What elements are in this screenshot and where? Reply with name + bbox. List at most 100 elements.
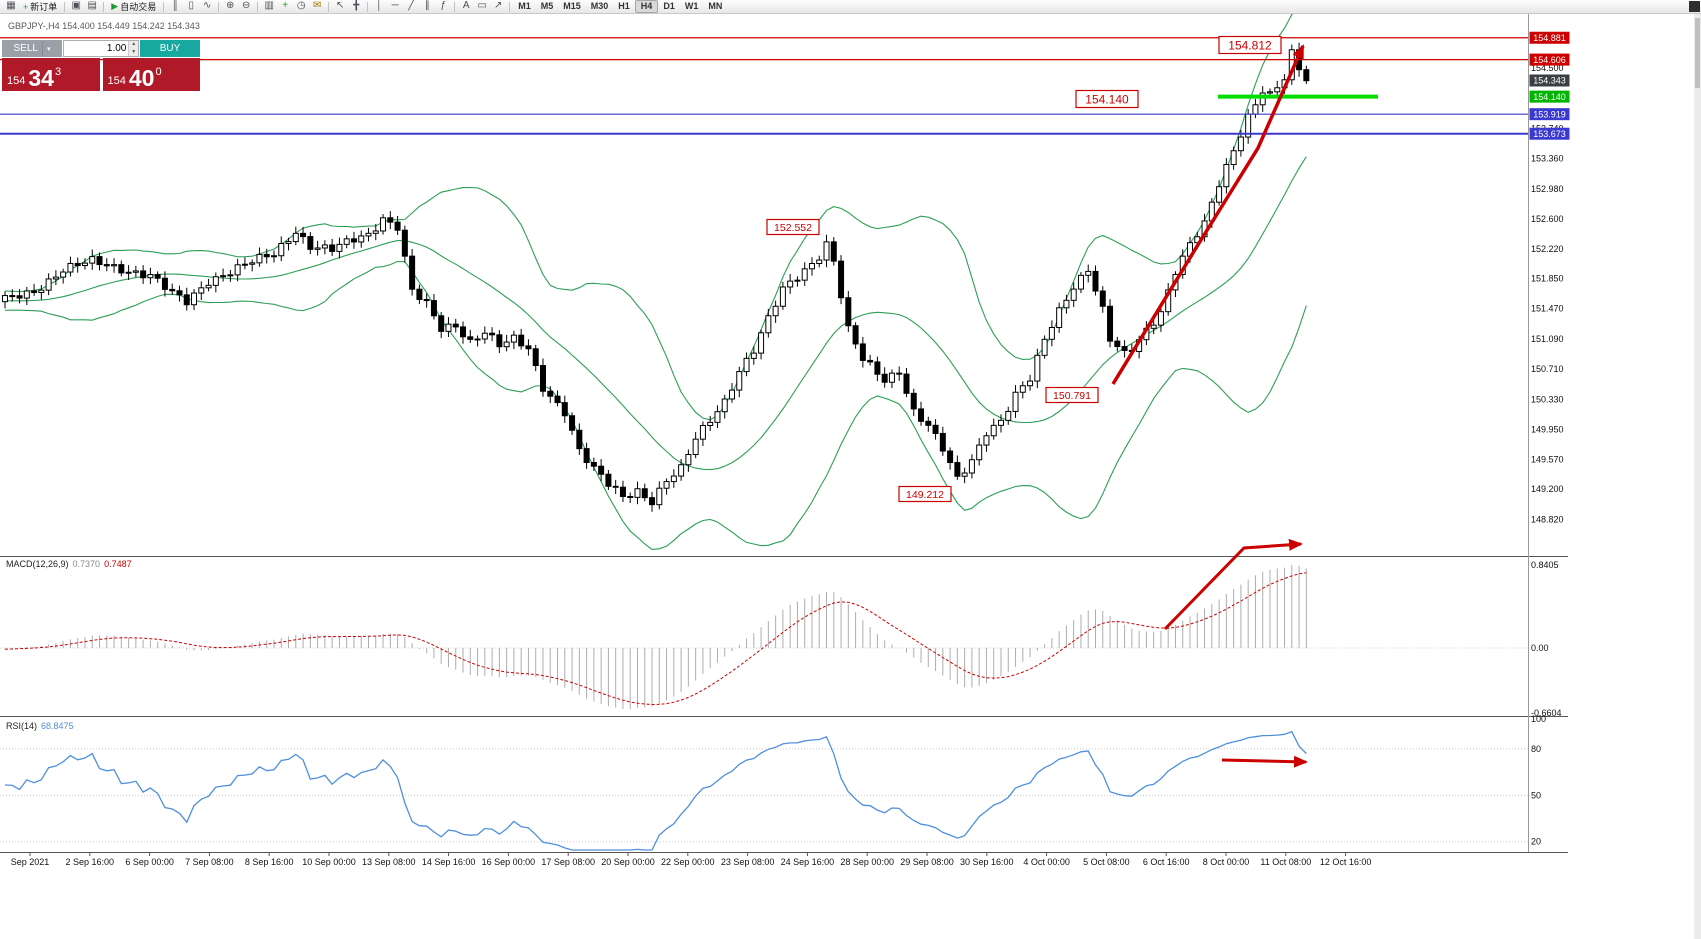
price-badge-label: 153.919 — [1533, 109, 1566, 119]
templates-icon[interactable]: ▤ — [87, 0, 97, 11]
buy-price-point: 0 — [155, 66, 162, 78]
rsi-line — [4, 730, 1307, 851]
time-axis-label: 2 Sep 16:00 — [66, 857, 115, 867]
timeframe-w1-button[interactable]: W1 — [684, 1, 699, 11]
timeframe-m30-button[interactable]: M30 — [590, 1, 609, 11]
time-axis-label: 14 Sep 16:00 — [422, 857, 476, 867]
crosshair-icon[interactable]: ╋ — [353, 0, 360, 11]
volume-up-button[interactable]: ▲ — [129, 41, 138, 49]
one-click-trading-panel: SELL ▾ ▲ ▼ BUY 154 34 3 154 40 0 — [2, 40, 200, 91]
buy-button[interactable]: BUY — [140, 40, 200, 57]
period-icon[interactable]: ◷ — [296, 0, 306, 11]
rsi-trend-arrow[interactable] — [1221, 755, 1308, 768]
candlestick-chart-icon[interactable]: ▯ — [188, 0, 194, 11]
price-badge-blue: 153.673 — [1529, 127, 1570, 140]
indicators-icon[interactable]: + — [282, 0, 289, 11]
price-badge-red: 154.606 — [1529, 53, 1570, 66]
annotations-layer: 154.812 154.140 152.552 150.791 149.212 — [766, 35, 1308, 768]
macd-axis-label: 0.00 — [1531, 643, 1549, 653]
time-axis-label: 4 Oct 00:00 — [1023, 857, 1070, 867]
timeframe-m1-button[interactable]: M1 — [518, 1, 531, 11]
rsi-indicator-label: RSI(14) 68.8475 — [6, 721, 74, 731]
zoom-in-icon[interactable]: ⊕ — [226, 0, 235, 11]
bollinger-upper-band — [4, 7, 1307, 421]
price-axis-label: 150.330 — [1531, 394, 1564, 404]
autotrading-button-icon: ▶ — [111, 1, 119, 11]
text-label-icon[interactable]: ▭ — [477, 0, 487, 11]
new-order-button[interactable]: + 新订单 — [19, 0, 61, 13]
time-axis-label: 11 Oct 08:00 — [1260, 857, 1311, 867]
price-badge-red: 154.881 — [1529, 31, 1570, 44]
horizontal-line-icon[interactable]: ─ — [391, 0, 399, 11]
price-axis-label: 153.360 — [1531, 154, 1564, 164]
price-axis-label: 151.850 — [1531, 274, 1564, 284]
sell-button[interactable]: SELL ▾ — [2, 40, 62, 57]
price-badge-label: 154.606 — [1533, 55, 1566, 65]
trendline-icon[interactable]: ╱ — [408, 0, 415, 11]
new-order-button-icon: + — [23, 1, 29, 12]
price-axis-label: 148.820 — [1531, 514, 1564, 524]
sell-price-tile[interactable]: 154 34 3 — [2, 58, 100, 91]
price-axis-label: 150.710 — [1531, 364, 1564, 374]
price-axis[interactable]: 154.500153.740153.360152.980152.600152.2… — [1529, 31, 1570, 847]
mailbox-icon[interactable]: ✉ — [313, 0, 322, 11]
buy-price-pips: 40 — [128, 65, 155, 91]
sell-button-label: SELL — [13, 43, 38, 54]
channel-icon[interactable]: ∥ — [424, 0, 430, 11]
timeframe-mn-button[interactable]: MN — [708, 1, 723, 11]
bollinger-middle-band — [4, 156, 1307, 471]
price-axis-label: 152.600 — [1531, 214, 1564, 224]
vertical-line-icon[interactable]: │ — [376, 0, 383, 11]
sell-price-figure: 154 — [7, 75, 26, 87]
fibonacci-icon[interactable]: ƒ — [440, 0, 446, 11]
time-axis-label: 28 Sep 00:00 — [840, 857, 894, 867]
text-icon[interactable]: A — [462, 0, 470, 11]
price-annotation[interactable]: 152.552 — [766, 218, 820, 236]
price-axis-label: 149.200 — [1531, 484, 1564, 494]
volume-down-button[interactable]: ▼ — [129, 48, 138, 56]
sell-price-point: 3 — [54, 66, 62, 78]
price-annotation[interactable]: 154.812 — [1218, 35, 1282, 55]
line-chart-icon[interactable]: ∿ — [203, 0, 212, 11]
volume-input[interactable] — [64, 41, 129, 56]
timeframe-m5-button[interactable]: M5 — [540, 1, 554, 11]
price-annotation[interactable]: 149.212 — [898, 485, 952, 503]
buy-price-tile[interactable]: 154 40 0 — [102, 58, 200, 91]
time-axis-label: 16 Sep 00:00 — [482, 857, 536, 867]
timeframe-h4-button[interactable]: H4 — [634, 0, 659, 13]
cursor-icon[interactable]: ↖ — [336, 0, 345, 11]
price-annotation[interactable]: 154.140 — [1075, 89, 1139, 109]
time-axis-label: 30 Sep 16:00 — [960, 857, 1014, 867]
toolbar-separator — [163, 1, 165, 12]
main-trend-arrow[interactable] — [1111, 44, 1305, 385]
toolbar-separator — [103, 1, 105, 12]
price-annotation[interactable]: 150.791 — [1045, 386, 1099, 404]
charts-grid-icon[interactable]: ▦ — [6, 0, 16, 11]
docked-window-button[interactable] — [1689, 1, 1700, 12]
chevron-down-icon[interactable]: ▾ — [41, 41, 50, 56]
time-axis-label: 8 Sep 16:00 — [245, 857, 294, 867]
timeframe-d1-button[interactable]: D1 — [663, 1, 675, 11]
rsi-panel — [0, 730, 1528, 851]
toolbar-separator — [454, 1, 456, 12]
bar-chart-icon[interactable]: ║ — [171, 0, 179, 11]
timeframe-m15-button[interactable]: M15 — [563, 1, 581, 11]
macd-indicator-label: MACD(12,26,9) 0.7370 0.7487 — [6, 559, 132, 569]
tile-windows-icon[interactable]: ▥ — [264, 0, 274, 11]
price-badge-green: 154.140 — [1529, 90, 1570, 103]
sell-price-pips: 34 — [28, 65, 54, 91]
toolbar-separator — [64, 1, 66, 12]
time-axis[interactable]: Sep 2021 2 Sep 16:00 6 Sep 00:00 7 Sep 08:0… — [11, 853, 1372, 867]
scrollbar-thumb[interactable] — [1695, 18, 1700, 88]
scrollbar[interactable] — [1694, 0, 1701, 939]
macd-trend-arrow[interactable] — [1163, 538, 1303, 631]
profiles-icon[interactable]: ▣ — [71, 0, 81, 11]
toolbar-separator — [509, 1, 511, 12]
rsi-axis-label: 20 — [1531, 837, 1541, 847]
price-annotation-label: 149.212 — [906, 489, 944, 501]
autotrading-button[interactable]: ▶ 自动交易 — [107, 0, 160, 13]
zoom-out-icon[interactable]: ⊖ — [242, 0, 251, 11]
timeframe-h1-button[interactable]: H1 — [618, 1, 630, 11]
arrow-tool-icon[interactable]: ↗ — [494, 0, 503, 11]
